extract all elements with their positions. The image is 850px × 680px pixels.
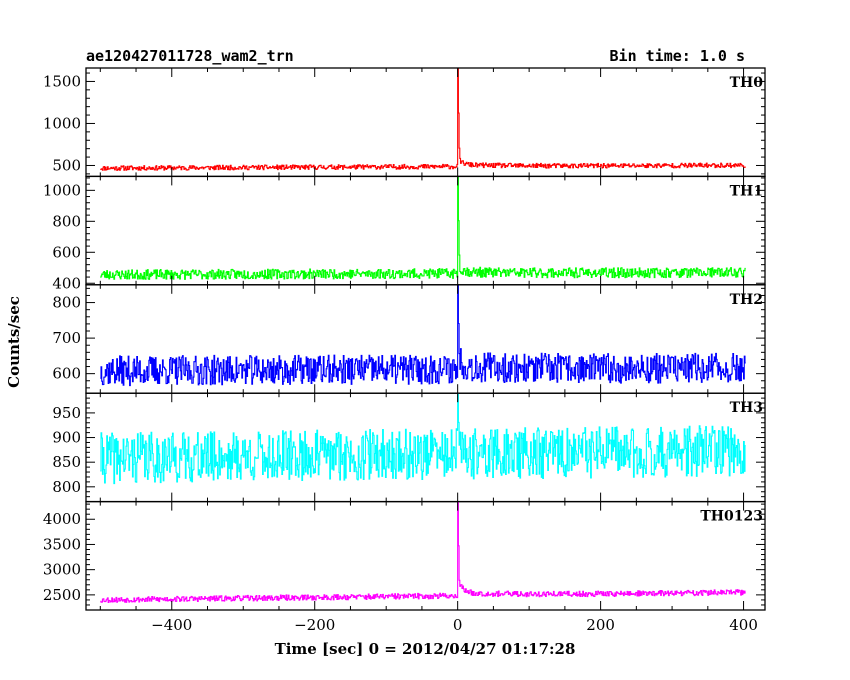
y-tick-label: 850 xyxy=(52,453,81,471)
y-tick-label: 900 xyxy=(52,429,81,447)
bin-time-label: Bin time: 1.0 s xyxy=(610,47,745,65)
panel-label-th1: TH1 xyxy=(730,183,763,199)
y-tick-label: 600 xyxy=(52,243,81,261)
panel-label-th2: TH2 xyxy=(730,292,763,308)
series-line-th3 xyxy=(100,393,746,485)
y-tick-label: 1000 xyxy=(43,181,81,199)
y-axis-label: Counts/sec xyxy=(5,296,23,388)
x-tick-label: 400 xyxy=(729,616,758,634)
y-tick-label: 3500 xyxy=(43,535,81,553)
panel-th2: 600 700 800 TH2 xyxy=(52,284,766,394)
panel-label-th0123: TH0123 xyxy=(700,509,763,525)
y-tick-label: 800 xyxy=(52,294,81,312)
y-tick-label: 600 xyxy=(52,365,81,383)
y-tick-label: 500 xyxy=(52,156,81,174)
y-tick-label: 3000 xyxy=(43,561,81,579)
panel-frame xyxy=(85,175,766,286)
y-tick-label: 800 xyxy=(52,478,81,496)
panel-th0: 500 1000 1500 TH0 xyxy=(43,67,766,178)
panels-group: 500 1000 1500 TH0 400 600 800 1000 TH1 600 700 800 T… xyxy=(43,67,766,634)
y-tick-label: 400 xyxy=(52,274,81,292)
chart-title: ae120427011728_wam2_trn xyxy=(86,47,294,65)
panel-th3: 800 850 900 950 TH3 xyxy=(52,392,766,503)
panel-th0123: 2500 3000 3500 4000 TH0123 xyxy=(43,500,766,611)
panel-label-th0: TH0 xyxy=(730,75,764,91)
y-tick-label: 800 xyxy=(52,212,81,230)
series-line-th1 xyxy=(100,176,746,280)
x-tick-label: −200 xyxy=(294,616,335,634)
y-tick-label: 2500 xyxy=(43,586,81,604)
panel-frame xyxy=(85,67,766,178)
panel-th1: 400 600 800 1000 TH1 xyxy=(43,175,766,292)
panel-frame xyxy=(85,500,766,611)
x-axis-label: Time [sec] 0 = 2012/04/27 01:17:28 xyxy=(275,640,576,658)
y-tick-label: 700 xyxy=(52,329,81,347)
y-tick-label: 1500 xyxy=(43,72,81,90)
x-tick-label: −400 xyxy=(151,616,192,634)
y-tick-label: 4000 xyxy=(43,510,81,528)
panel-label-th3: TH3 xyxy=(730,400,763,416)
x-tick-label: 200 xyxy=(586,616,615,634)
y-tick-label: 1000 xyxy=(43,114,81,132)
series-line-th2 xyxy=(100,284,746,387)
series-line-th0123 xyxy=(100,501,746,603)
x-tick-label: 0 xyxy=(453,616,463,634)
y-tick-label: 950 xyxy=(52,404,81,422)
series-line-th0 xyxy=(100,68,746,171)
